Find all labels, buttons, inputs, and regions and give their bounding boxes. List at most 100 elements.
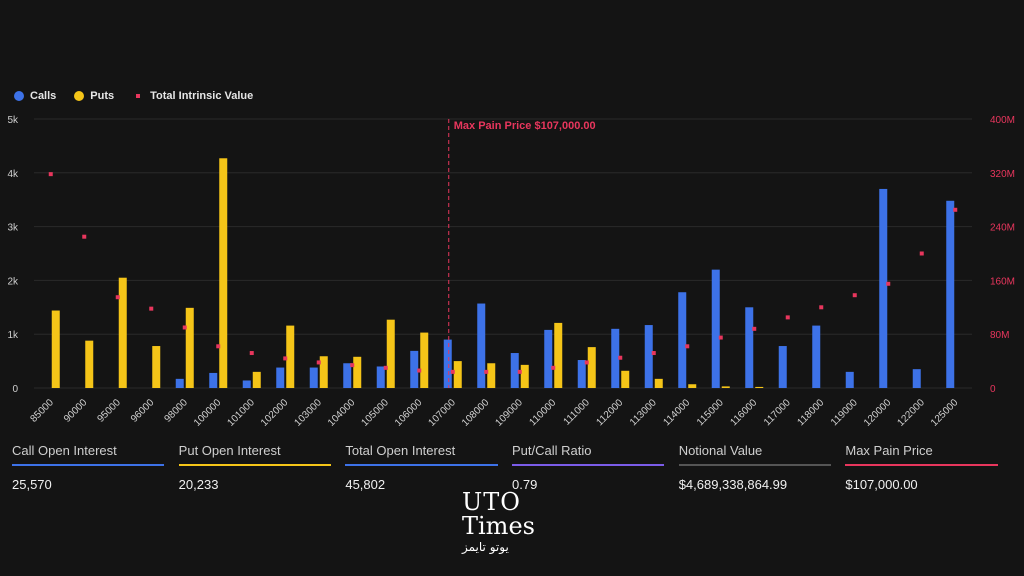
uto-times-logo: UTO Times یوتو تایمز (462, 490, 535, 554)
y-left-tick-label: 2k (7, 276, 19, 287)
stat-underline (345, 464, 498, 466)
put-bar (286, 325, 295, 388)
call-bar (477, 303, 486, 388)
x-tick-label: 111000 (562, 397, 593, 428)
put-bar (554, 322, 563, 388)
max-pain-label: Max Pain Price $107,000.00 (454, 120, 596, 132)
x-tick-label: 118000 (796, 397, 827, 428)
put-bar (319, 356, 328, 388)
x-tick-label: 95000 (95, 397, 123, 425)
x-tick-label: 115000 (695, 397, 726, 428)
intrinsic-point (383, 365, 388, 370)
call-bar (644, 325, 653, 388)
logo-line-1: UTO (462, 488, 521, 516)
put-bar (118, 277, 127, 388)
put-bar (587, 347, 596, 388)
y-right-tick-label: 0 (990, 384, 996, 395)
x-tick-label: 120000 (862, 397, 894, 429)
put-bar (487, 363, 496, 388)
intrinsic-point (149, 306, 154, 311)
call-bar (577, 360, 586, 388)
x-tick-label: 101000 (225, 397, 257, 429)
call-bar (410, 350, 419, 388)
y-right-tick-label: 400M (990, 115, 1015, 126)
call-bar (946, 200, 955, 388)
stat-total-open-interest: Total Open Interest 45,802 (345, 443, 498, 492)
call-bar (778, 346, 787, 388)
stat-put-call-ratio: Put/Call Ratio 0.79 (512, 443, 665, 492)
stat-label: Notional Value (678, 443, 763, 458)
stat-label: Put Open Interest (178, 443, 281, 458)
x-tick-label: 110000 (528, 397, 559, 428)
y-left-tick-label: 4k (7, 169, 19, 180)
y-left-tick-label: 3k (7, 223, 19, 234)
legend-puts[interactable]: Puts (74, 90, 114, 102)
intrinsic-swatch (136, 94, 141, 98)
call-bar (711, 269, 720, 388)
intrinsic-point (249, 351, 254, 356)
stat-value: $4,689,338,864.99 (678, 477, 788, 492)
y-left-tick-label: 1k (7, 330, 19, 341)
call-bar (745, 307, 754, 388)
put-bar (453, 361, 462, 388)
stat-label: Max Pain Price (845, 443, 933, 458)
intrinsic-point (350, 363, 355, 368)
legend-intrinsic[interactable]: Total Intrinsic Value (132, 90, 253, 102)
stat-put-open-interest: Put Open Interest 20,233 (178, 443, 331, 492)
calls-swatch (14, 91, 24, 101)
stat-value: 20,233 (178, 477, 219, 492)
put-bar (152, 346, 161, 388)
intrinsic-point (450, 369, 455, 374)
put-bar (185, 307, 194, 388)
intrinsic-point (953, 207, 958, 212)
stat-value: 45,802 (345, 477, 386, 492)
put-bar (688, 384, 697, 388)
call-bar (510, 353, 519, 388)
y-left-tick-label: 0 (12, 384, 18, 395)
stat-underline (512, 464, 665, 466)
call-bar (812, 325, 821, 388)
intrinsic-point (819, 305, 824, 310)
x-tick-label: 106000 (393, 397, 425, 429)
put-bar (755, 386, 764, 388)
stats-row: Call Open Interest 25,570 Put Open Inter… (12, 443, 1012, 492)
x-tick-label: 107000 (426, 397, 458, 429)
legend-calls[interactable]: Calls (14, 90, 56, 102)
call-bar (175, 378, 184, 388)
open-interest-chart: 0 1k 2k 3k 4k 5k 0 80M 160M 240M 320M 400M 85000 9000… (7, 115, 1015, 429)
stat-underline (845, 464, 998, 466)
x-tick-label: 114000 (662, 397, 693, 428)
intrinsic-point (651, 351, 656, 356)
y-right-tick-label: 320M (990, 169, 1015, 180)
call-bar (879, 188, 888, 388)
intrinsic-point (919, 251, 924, 256)
call-bar (678, 292, 687, 388)
intrinsic-point (484, 369, 489, 374)
legend-puts-label: Puts (90, 90, 115, 102)
logo-line-2: Times (462, 512, 535, 540)
put-bar (721, 386, 730, 388)
y-right-tick-label: 240M (990, 223, 1015, 234)
x-tick-label: 108000 (460, 397, 492, 429)
x-tick-label: 104000 (326, 397, 358, 429)
call-bar (443, 339, 452, 388)
x-tick-label: 85000 (28, 397, 56, 425)
x-tick-label: 109000 (493, 397, 525, 429)
intrinsic-point (82, 234, 87, 239)
x-tick-label: 117000 (762, 397, 793, 428)
stat-value: 25,570 (12, 477, 52, 492)
call-bar (611, 328, 620, 388)
call-bar (376, 366, 385, 388)
y-right-tick-label: 80M (990, 330, 1009, 341)
intrinsic-point (785, 315, 790, 320)
intrinsic-point (283, 356, 288, 361)
x-tick-label: 100000 (192, 397, 224, 429)
stat-notional-value: Notional Value $4,689,338,864.99 (678, 443, 831, 492)
call-bar (209, 372, 218, 388)
intrinsic-point (316, 360, 321, 365)
stat-underline (678, 464, 831, 466)
put-bar (654, 378, 663, 388)
put-bar (621, 370, 630, 388)
put-bar (51, 310, 60, 388)
legend-calls-label: Calls (30, 90, 57, 102)
